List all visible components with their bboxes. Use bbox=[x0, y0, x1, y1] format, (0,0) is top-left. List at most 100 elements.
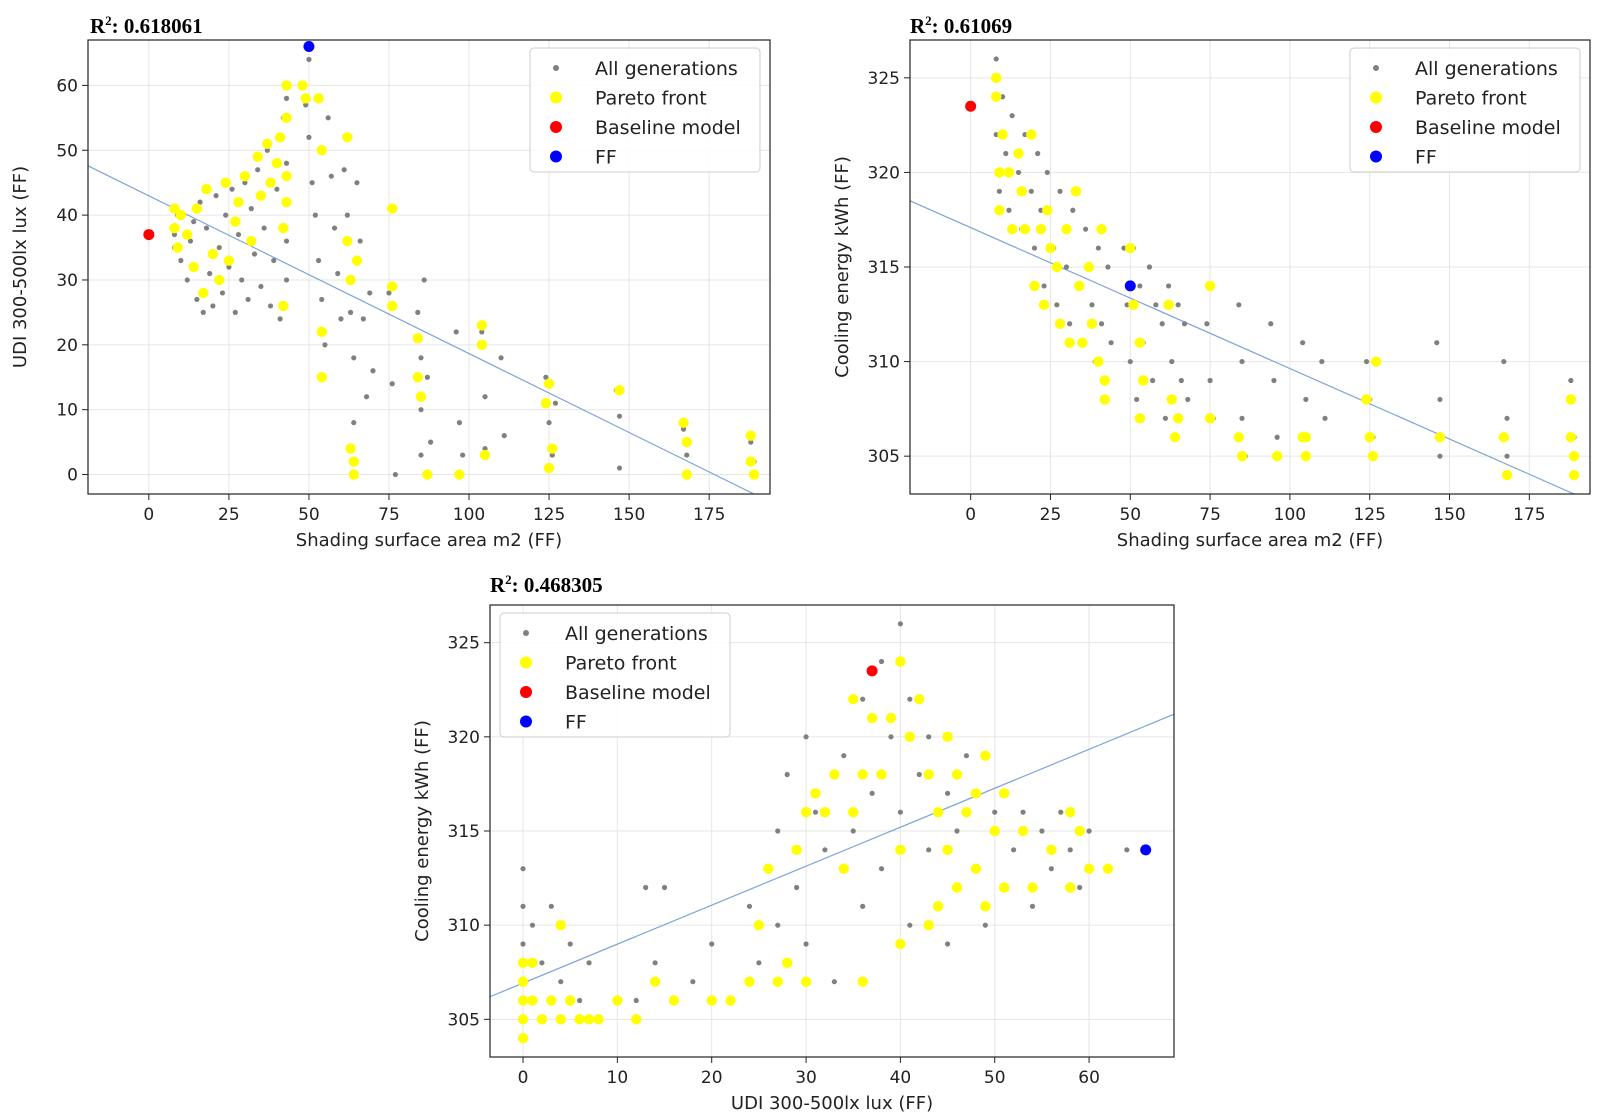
all-generations-point bbox=[546, 420, 552, 426]
all-generations-point bbox=[219, 290, 226, 296]
all-generations-point bbox=[1169, 358, 1175, 365]
all-generations-point bbox=[283, 238, 290, 244]
pareto-front-point bbox=[517, 995, 529, 1006]
pareto-front-point bbox=[1204, 413, 1216, 424]
pareto-front-point bbox=[866, 712, 878, 724]
legend-marker-ff bbox=[1370, 150, 1382, 163]
all-generations-point bbox=[1159, 321, 1165, 327]
pareto-front-point bbox=[220, 177, 231, 188]
pareto-front-point bbox=[1204, 280, 1216, 292]
all-generations-point bbox=[1057, 188, 1063, 194]
pareto-front-point bbox=[990, 91, 1002, 102]
all-generations-point bbox=[418, 407, 424, 413]
pareto-front-point bbox=[1042, 205, 1053, 216]
legend-label-baseline-model: Baseline model bbox=[565, 682, 711, 704]
all-generations-point bbox=[1082, 226, 1089, 232]
pareto-front-point bbox=[1017, 825, 1029, 837]
y-tick-label: 0 bbox=[67, 466, 78, 486]
pareto-front-point bbox=[262, 138, 273, 149]
all-generations-point bbox=[586, 960, 592, 966]
all-generations-point bbox=[1437, 396, 1443, 403]
all-generations-point bbox=[306, 134, 312, 140]
all-generations-point bbox=[1089, 302, 1095, 308]
legend-box bbox=[529, 47, 761, 173]
all-generations-point bbox=[335, 270, 341, 277]
pareto-front-point bbox=[857, 976, 868, 987]
x-tick-label: 0 bbox=[143, 505, 154, 525]
pareto-front-point bbox=[1086, 318, 1098, 329]
pareto-front-point bbox=[297, 80, 308, 91]
pareto-front-point bbox=[1045, 242, 1056, 254]
pareto-front-point bbox=[1166, 394, 1177, 405]
pareto-front-point bbox=[386, 203, 398, 214]
legend-marker-baseline-model bbox=[550, 121, 562, 133]
pareto-front-point bbox=[1125, 242, 1136, 254]
all-generations-point bbox=[897, 621, 904, 627]
pareto-front-point bbox=[1035, 223, 1047, 235]
all-generations-point bbox=[1086, 828, 1092, 834]
all-generations-point bbox=[1207, 377, 1213, 384]
r2-label: R bbox=[490, 573, 506, 597]
legend-marker-pareto-front bbox=[1370, 91, 1382, 104]
y-tick-label: 315 bbox=[448, 822, 480, 842]
all-generations-point bbox=[794, 884, 800, 891]
all-generations-point bbox=[709, 941, 715, 947]
all-generations-point bbox=[1165, 283, 1172, 289]
x-axis-label: Shading surface area m2 (FF) bbox=[296, 530, 562, 551]
pareto-front-point bbox=[172, 242, 183, 253]
pareto-front-point bbox=[1077, 337, 1088, 348]
x-tick-label: 50 bbox=[984, 1068, 1006, 1088]
all-generations-point bbox=[1029, 903, 1036, 909]
all-generations-point bbox=[200, 309, 206, 315]
pareto-front-point bbox=[583, 1014, 595, 1025]
all-generations-point bbox=[271, 257, 277, 264]
all-generations-point bbox=[1137, 283, 1143, 289]
legend-label-pareto-front: Pareto front bbox=[1415, 88, 1527, 110]
legend-label-ff: FF bbox=[565, 712, 587, 734]
pareto-front-point bbox=[223, 255, 235, 266]
legend-marker-ff bbox=[520, 715, 532, 728]
all-generations-point bbox=[482, 446, 488, 452]
pareto-front-point bbox=[412, 372, 423, 383]
all-generations-point bbox=[643, 884, 649, 891]
r2-superscript: 2 bbox=[505, 572, 512, 587]
pareto-front-point bbox=[791, 844, 802, 856]
all-generations-point bbox=[357, 238, 363, 244]
pareto-front-point bbox=[415, 391, 427, 402]
all-generations-point bbox=[878, 658, 885, 665]
pareto-front-point bbox=[1300, 450, 1312, 462]
pareto-front-point bbox=[612, 995, 623, 1006]
all-generations-point bbox=[1067, 321, 1073, 327]
all-generations-point bbox=[567, 941, 573, 947]
pareto-front-point bbox=[412, 333, 423, 344]
pareto-front-point bbox=[1102, 863, 1114, 874]
pareto-front-point bbox=[593, 1014, 604, 1025]
all-generations-point bbox=[232, 309, 238, 315]
plot-frame bbox=[87, 39, 771, 495]
pareto-front-point bbox=[536, 1014, 548, 1025]
all-generations-point bbox=[415, 309, 421, 315]
all-generations-point bbox=[351, 420, 357, 426]
all-generations-point bbox=[1319, 358, 1325, 365]
all-generations-point bbox=[239, 277, 245, 283]
pareto-front-point bbox=[923, 919, 934, 931]
pareto-front-point bbox=[857, 769, 868, 780]
all-generations-point bbox=[242, 180, 248, 186]
all-generations-point bbox=[993, 131, 999, 138]
all-generations-point bbox=[520, 941, 526, 947]
pareto-front-point bbox=[1083, 863, 1095, 874]
pareto-front-point bbox=[998, 882, 1010, 893]
y-tick-label: 305 bbox=[448, 1010, 480, 1030]
plot-data bbox=[490, 621, 1174, 1044]
pareto-front-point bbox=[517, 957, 529, 969]
x-axis-label: Shading surface area m2 (FF) bbox=[1117, 530, 1383, 551]
x-tick-label: 50 bbox=[298, 505, 320, 525]
pareto-front-point bbox=[810, 788, 821, 799]
pareto-front-point bbox=[1074, 825, 1085, 837]
all-generations-point bbox=[1568, 377, 1574, 384]
baseline-model-point bbox=[866, 665, 878, 677]
r2-title: R2: 0.618061 bbox=[90, 13, 203, 38]
pareto-front-point bbox=[725, 995, 736, 1006]
y-tick-label: 325 bbox=[868, 69, 900, 89]
pareto-front-point bbox=[781, 957, 793, 969]
